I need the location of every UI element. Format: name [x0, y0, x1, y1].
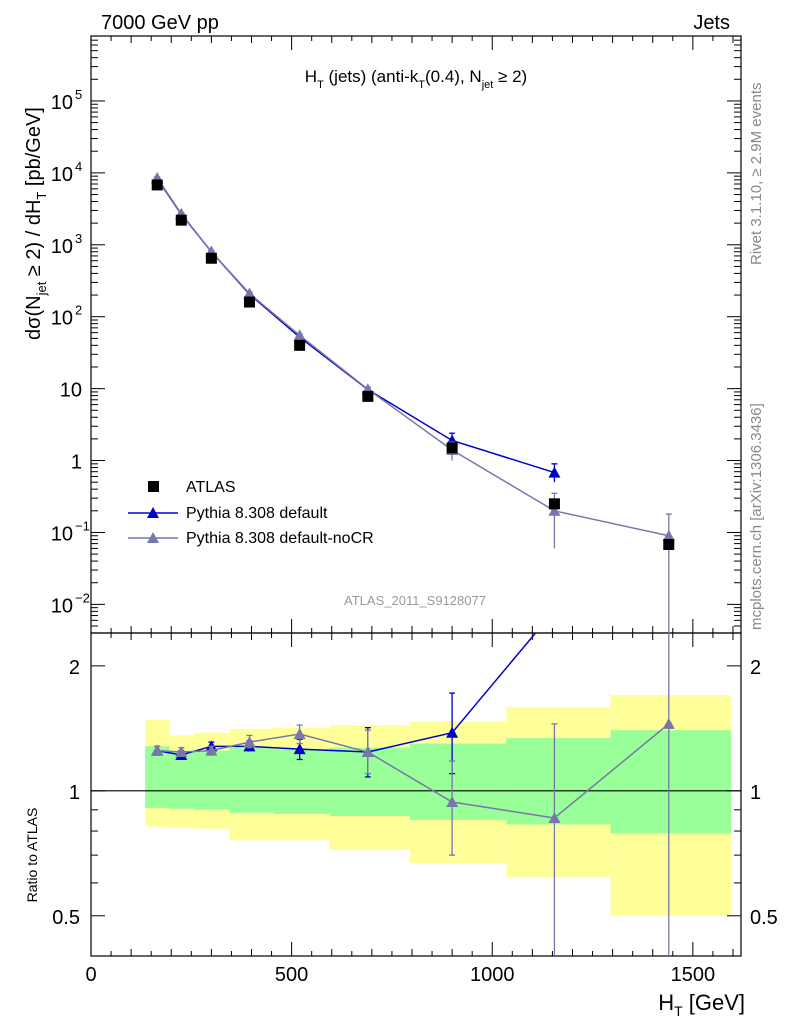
ratio-marker-nocr [548, 812, 561, 824]
main-marker-atlas [243, 296, 255, 308]
main-marker-nocr [293, 329, 306, 341]
ratio-marker-default [293, 743, 306, 755]
xlabel: HT [GeV] [658, 990, 745, 1019]
ratio-marker-nocr [446, 795, 459, 807]
y-tick-exponent: 2 [75, 303, 82, 318]
uncertainty-band-inner [506, 738, 611, 825]
y-tick-label: 10 [51, 595, 73, 617]
main-marker-atlas [663, 539, 675, 551]
ratio-tick-label: 1 [69, 782, 80, 804]
main-marker-nocr [243, 287, 256, 299]
ratio-marker-nocr [205, 744, 218, 756]
y-tick-exponent: 4 [75, 159, 82, 174]
x-tick-label: 1500 [671, 964, 716, 986]
uncertainty-band-inner [193, 750, 230, 810]
analysis-watermark: ATLAS_2011_S9128077 [344, 593, 486, 608]
ratio-tick-label-right: 1 [750, 782, 761, 804]
x-tick-label: 1000 [470, 964, 515, 986]
main-marker-atlas [362, 390, 374, 402]
x-tick-label: 0 [85, 964, 96, 986]
uncertainty-band-inner [329, 747, 410, 816]
y-tick-exponent: 5 [75, 87, 82, 102]
y-tick-label: 10 [51, 523, 73, 545]
uncertainty-band-inner [145, 746, 170, 808]
x-tick-label: 500 [275, 964, 308, 986]
ratio-marker-default [446, 726, 459, 738]
legend-marker-atlas [148, 481, 159, 492]
main-marker-atlas [151, 179, 163, 191]
main-marker-atlas [205, 252, 217, 264]
ratio-marker-nocr [361, 746, 374, 758]
y-tick-label: 10 [51, 308, 73, 330]
y-tick-exponent: −2 [75, 590, 90, 605]
legend: ATLAS Pythia 8.308 default Pythia 8.308 … [128, 479, 374, 547]
main-line-default [156, 178, 555, 474]
uncertainty-band-inner [610, 730, 731, 834]
ratio-marker-nocr [243, 736, 256, 748]
main-marker-atlas [175, 214, 187, 226]
legend-label-default: Pythia 8.308 default [186, 505, 328, 522]
header-left: 7000 GeV pp [101, 12, 219, 34]
ratio-tick-label: 0.5 [52, 907, 80, 929]
main-marker-default [548, 466, 561, 478]
main-marker-nocr [662, 529, 675, 541]
y-tick-label: 10 [51, 92, 73, 114]
y-tick-label: 10 [60, 380, 82, 402]
ratio-frame [90, 632, 742, 957]
y-tick-label: 10 [51, 236, 73, 258]
ratio-tick-label-right: 0.5 [750, 907, 778, 929]
uncertainty-band-inner [229, 747, 274, 813]
header-right: Jets [693, 12, 730, 34]
ratio-line-default [157, 633, 537, 756]
ratio-marker-nocr [293, 728, 306, 740]
legend-label-atlas: ATLAS [186, 479, 236, 496]
ratio-tick-label: 2 [69, 657, 80, 679]
main-ylabel: dσ(Njet ≥ 2) / dHT [pb/GeV] [23, 107, 49, 340]
main-marker-atlas [294, 339, 306, 351]
ratio-ylabel: Ratio to ATLAS [24, 808, 40, 903]
y-tick-exponent: 3 [75, 231, 82, 246]
main-marker-atlas [548, 498, 560, 510]
y-tick-exponent: −1 [75, 518, 90, 533]
legend-marker-nocr [147, 532, 159, 543]
ratio-marker-nocr [175, 746, 188, 758]
main-title: HT (jets) (anti-kT(0.4), Njet ≥ 2) [305, 67, 527, 91]
ratio-marker-nocr [151, 744, 164, 756]
mcplots-label: mcplots.cern.ch [arXiv:1306.3436] [748, 403, 765, 630]
main-marker-atlas [446, 442, 458, 454]
ratio-marker-nocr [662, 717, 675, 729]
main-marker-nocr [548, 504, 561, 516]
rivet-label: Rivet 3.1.10, ≥ 2.9M events [748, 83, 765, 266]
ratio-tick-label-right: 2 [750, 657, 761, 679]
legend-label-nocr: Pythia 8.308 default-noCR [186, 530, 374, 547]
y-tick-label: 10 [51, 164, 73, 186]
legend-marker-default [147, 507, 159, 518]
uncertainty-band-inner [169, 752, 194, 809]
y-tick-label: 1 [71, 452, 82, 474]
